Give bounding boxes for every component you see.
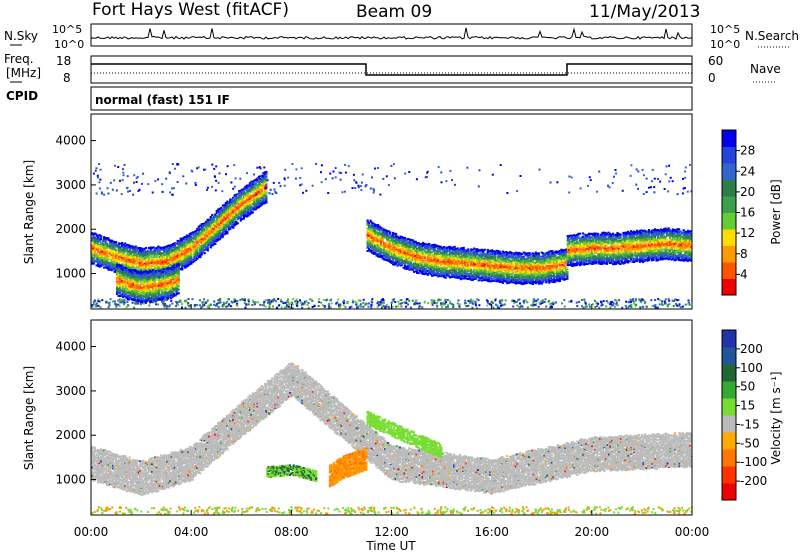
nave-right-tick-top: 60	[708, 54, 723, 68]
power-cell	[389, 231, 391, 233]
freq-label-2: [MHz]	[6, 66, 41, 80]
noise-left-tick-bottom: 10^0	[54, 38, 84, 51]
noise-panel-frame	[91, 24, 692, 46]
freq-panel-frame	[91, 56, 692, 83]
power-cell	[370, 220, 372, 222]
power-cell	[172, 291, 174, 293]
power-cell	[404, 237, 406, 239]
power-cell	[252, 211, 254, 213]
beam-label: Beam 09	[356, 2, 432, 22]
power-cell	[108, 237, 110, 239]
noise-right-tick-top: 10^5	[710, 23, 740, 36]
power-cell	[145, 247, 147, 249]
power-cell	[265, 195, 267, 197]
power-cell	[207, 247, 209, 249]
noise-trace	[91, 28, 692, 39]
power-cell	[395, 233, 397, 235]
power-cell	[178, 248, 180, 250]
power-cell	[222, 236, 224, 238]
power-cell	[265, 200, 267, 202]
power-cell	[265, 176, 267, 178]
power-cell	[204, 252, 206, 254]
power-cell	[389, 258, 391, 260]
power-cell	[178, 289, 180, 291]
station-title: Fort Hays West (fitACF)	[92, 0, 289, 20]
power-cell	[178, 292, 180, 294]
power-cell	[225, 228, 227, 230]
power-cell	[106, 243, 108, 245]
noise-right-label: N.Search	[745, 29, 799, 43]
power-cell	[234, 218, 236, 220]
freq-left-tick-bottom: 8	[63, 71, 71, 85]
date-label: 11/May/2013	[589, 2, 701, 22]
power-cell	[100, 235, 102, 237]
power-cell	[125, 267, 127, 269]
power-cell	[214, 243, 216, 245]
power-cell	[388, 254, 390, 256]
power-cell	[211, 214, 213, 216]
power-cell	[178, 285, 180, 287]
freq-left-tick-top: 18	[56, 54, 71, 68]
cpid-label: CPID	[6, 89, 38, 103]
cpid-mode: normal (fast) 151 IF	[95, 93, 230, 107]
power-cell	[226, 231, 228, 233]
power-cell	[382, 239, 384, 241]
noise-left-label: N.Sky	[4, 29, 38, 43]
power-cell	[178, 263, 180, 265]
power-cell	[250, 205, 252, 207]
freq-panel: Freq. [MHz] 18 8 60 0 Nave	[4, 52, 781, 85]
power-cell	[210, 246, 212, 248]
power-cell	[121, 265, 123, 267]
power-cell	[190, 253, 192, 255]
noise-left-tick-top: 10^5	[52, 23, 82, 36]
noise-right-tick-bottom: 10^0	[710, 38, 740, 51]
power-cell	[115, 242, 117, 244]
power-cell	[367, 220, 369, 222]
power-cell	[265, 190, 267, 192]
noise-panel: N.Sky 10^5 10^0 10^5 10^0 N.Search	[4, 23, 799, 51]
power-cell	[424, 257, 426, 259]
power-cell	[163, 268, 165, 270]
power-cell	[181, 269, 183, 271]
power-cell	[265, 171, 267, 173]
nave-right-tick-bottom: 0	[708, 71, 716, 85]
power-cell	[428, 243, 430, 245]
power-cell	[237, 222, 239, 224]
power-cell	[424, 254, 426, 256]
nave-label: Nave	[750, 62, 781, 76]
power-data	[91, 163, 694, 309]
power-cell	[261, 188, 263, 190]
power-cell	[96, 253, 98, 255]
freq-label-1: Freq.	[4, 52, 34, 66]
